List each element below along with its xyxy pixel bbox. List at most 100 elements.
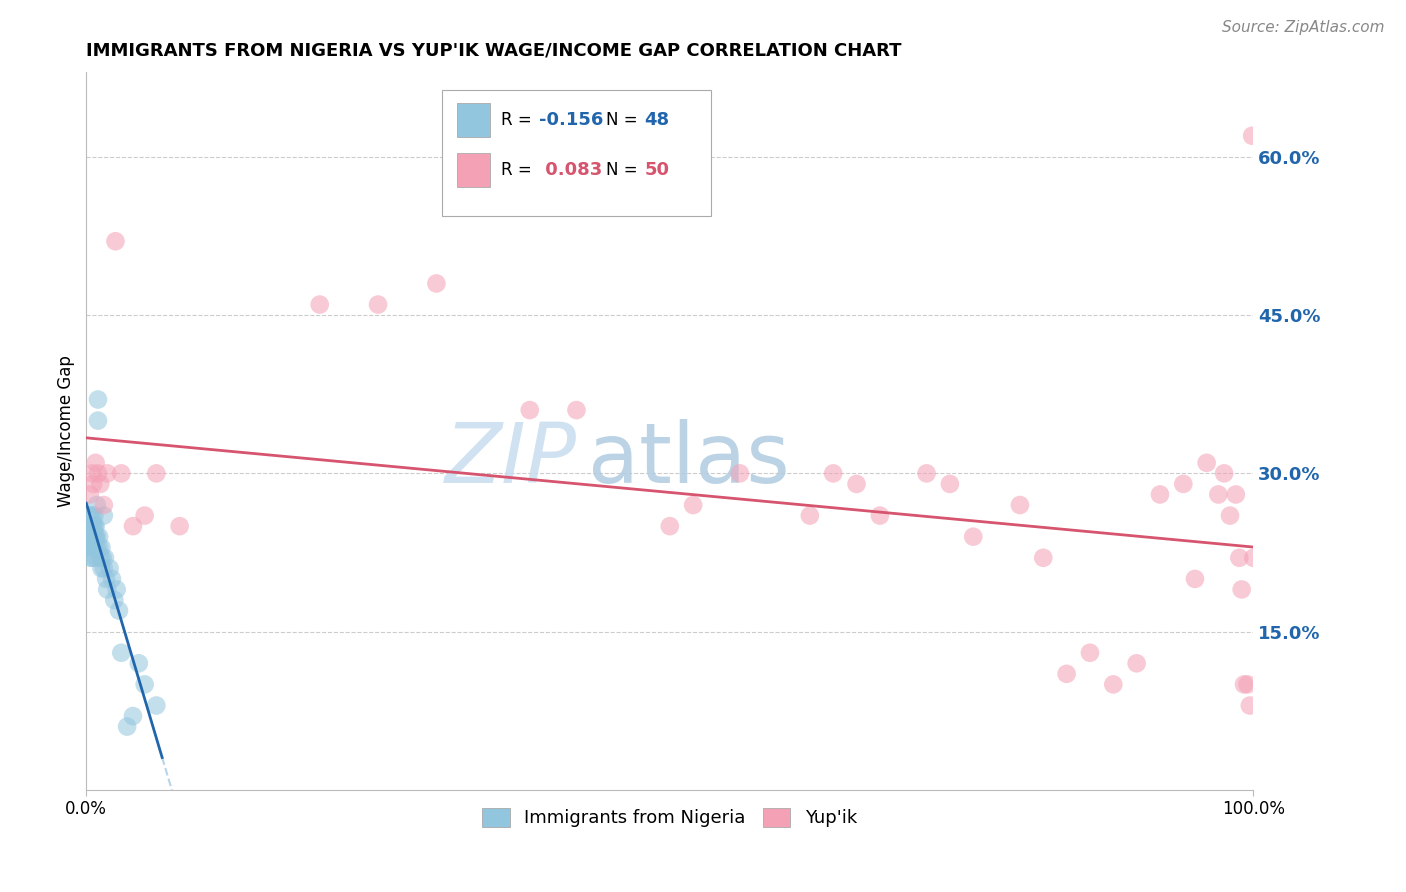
Point — [845, 477, 868, 491]
Point — [1239, 698, 1261, 713]
FancyBboxPatch shape — [443, 90, 710, 216]
Point — [89, 540, 111, 554]
Point — [96, 582, 118, 597]
Point — [90, 540, 112, 554]
Point — [110, 646, 132, 660]
Point — [83, 519, 105, 533]
Point — [82, 477, 104, 491]
FancyBboxPatch shape — [457, 103, 491, 137]
Point — [108, 603, 131, 617]
Point — [1241, 550, 1264, 565]
Point — [82, 540, 104, 554]
Point — [82, 519, 104, 533]
Point — [87, 414, 110, 428]
FancyBboxPatch shape — [457, 153, 491, 187]
Point — [82, 530, 104, 544]
Point — [98, 561, 121, 575]
Point — [82, 519, 104, 533]
Point — [82, 530, 104, 544]
Point — [134, 677, 156, 691]
Point — [1219, 508, 1241, 523]
Point — [145, 467, 167, 481]
Text: 0.083: 0.083 — [538, 161, 602, 179]
Point — [425, 277, 447, 291]
Point — [869, 508, 891, 523]
Point — [1230, 582, 1253, 597]
Point — [519, 403, 541, 417]
Point — [89, 530, 111, 544]
Point — [89, 550, 111, 565]
Point — [82, 467, 104, 481]
Point — [90, 561, 112, 575]
Point — [84, 519, 107, 533]
Point — [82, 508, 104, 523]
Point — [82, 550, 104, 565]
Text: atlas: atlas — [588, 419, 790, 500]
Point — [87, 392, 110, 407]
Point — [86, 540, 108, 554]
Text: N =: N = — [606, 161, 643, 179]
Text: -0.156: -0.156 — [538, 111, 603, 128]
Point — [79, 487, 101, 501]
Point — [83, 530, 105, 544]
Point — [145, 698, 167, 713]
Legend: Immigrants from Nigeria, Yup'ik: Immigrants from Nigeria, Yup'ik — [475, 801, 865, 835]
Point — [1225, 487, 1247, 501]
Point — [308, 297, 330, 311]
Point — [80, 519, 103, 533]
Point — [122, 709, 145, 723]
Point — [1195, 456, 1218, 470]
Point — [1233, 677, 1256, 691]
Point — [82, 540, 104, 554]
Point — [565, 403, 588, 417]
Point — [799, 508, 821, 523]
Point — [1213, 467, 1236, 481]
Point — [169, 519, 191, 533]
Point — [87, 467, 110, 481]
Point — [1227, 550, 1250, 565]
Text: N =: N = — [606, 111, 643, 128]
Point — [104, 234, 127, 248]
Point — [96, 467, 118, 481]
Point — [915, 467, 938, 481]
Text: 48: 48 — [644, 111, 669, 128]
Point — [89, 477, 111, 491]
Point — [1125, 657, 1147, 671]
Text: R =: R = — [501, 111, 537, 128]
Point — [84, 550, 107, 565]
Text: ZIP: ZIP — [444, 419, 576, 500]
Point — [101, 572, 124, 586]
Point — [1032, 550, 1054, 565]
Point — [1184, 572, 1206, 586]
Point — [84, 530, 107, 544]
Text: Source: ZipAtlas.com: Source: ZipAtlas.com — [1222, 20, 1385, 35]
Point — [103, 593, 125, 607]
Point — [1056, 666, 1078, 681]
Point — [823, 467, 845, 481]
Point — [93, 508, 115, 523]
Point — [682, 498, 704, 512]
Point — [128, 657, 150, 671]
Point — [1241, 128, 1264, 143]
Point — [115, 720, 138, 734]
Point — [110, 467, 132, 481]
Point — [80, 550, 103, 565]
Point — [79, 530, 101, 544]
Text: IMMIGRANTS FROM NIGERIA VS YUP'IK WAGE/INCOME GAP CORRELATION CHART: IMMIGRANTS FROM NIGERIA VS YUP'IK WAGE/I… — [86, 42, 901, 60]
Point — [939, 477, 962, 491]
Point — [1208, 487, 1230, 501]
Text: R =: R = — [501, 161, 537, 179]
Point — [1102, 677, 1125, 691]
Point — [79, 508, 101, 523]
Point — [962, 530, 984, 544]
Point — [94, 550, 117, 565]
Point — [658, 519, 681, 533]
Point — [1008, 498, 1031, 512]
Point — [1173, 477, 1195, 491]
Point — [728, 467, 751, 481]
Point — [122, 519, 145, 533]
Point — [77, 519, 100, 533]
Point — [83, 540, 105, 554]
Point — [1078, 646, 1101, 660]
Y-axis label: Wage/Income Gap: Wage/Income Gap — [58, 355, 75, 508]
